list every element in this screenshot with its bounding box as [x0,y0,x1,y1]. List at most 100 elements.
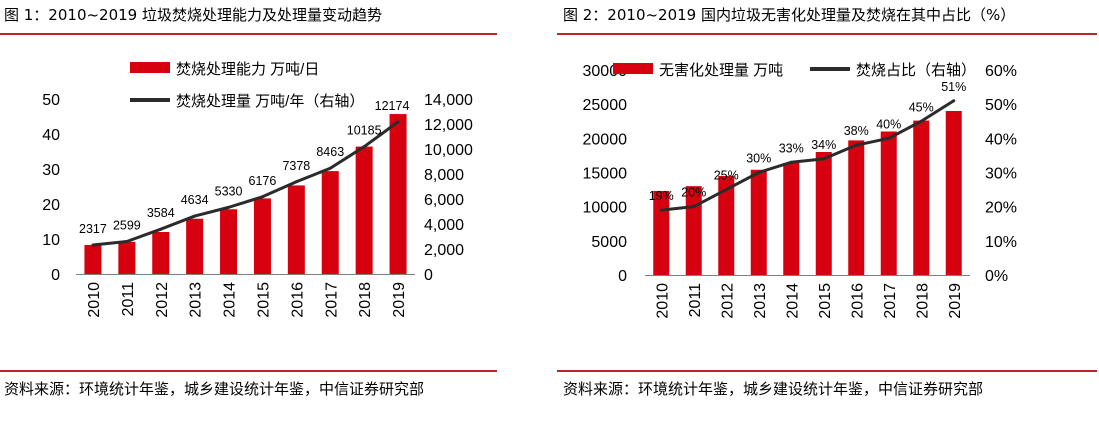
left-axis-tick-label: 25000 [583,97,628,114]
line-point [854,143,858,147]
line-point [193,214,197,218]
line-series-焚烧处理量 [92,120,399,247]
left-axis-tick-label: 0 [51,267,60,284]
bar [945,111,962,275]
left-axis-tick-label: 10 [42,232,60,249]
left-axis-tick-label: 40 [42,127,60,144]
bar [253,198,271,274]
x-axis-tick-label: 2013 [752,283,769,319]
data-label: 40% [876,117,901,131]
figure-2-title: 图 2：2010~2019 国内垃圾无害化处理量及焚烧在其中占比（%） [563,6,1016,24]
x-axis-tick-label: 2010 [86,282,103,318]
data-label: 45% [909,100,934,114]
data-label: 3584 [147,206,175,220]
data-label: 12174 [375,99,410,113]
data-label: 34% [811,138,836,152]
line-point [789,160,793,164]
bar [186,218,204,274]
x-axis-tick-label: 2017 [882,283,899,319]
figure-2-chart: 0500010000150002000025000300000%10%20%30… [583,62,1018,319]
x-axis-tick-label: 2011 [120,282,137,317]
legend-label: 焚烧处理量 万吨/年（右轴） [176,93,364,110]
bar [783,162,800,275]
data-label: 20% [681,186,706,200]
bar [220,209,238,274]
bar [84,244,102,274]
line-point [294,180,298,184]
x-axis-tick-label: 2015 [255,282,272,318]
bar [718,175,735,275]
data-label: 6176 [249,174,277,188]
line-point [260,195,264,199]
data-label: 8463 [316,145,344,159]
bar [355,146,373,274]
data-label: 25% [714,169,739,183]
x-axis-tick-label: 2012 [154,282,171,318]
right-axis-tick-label: 6,000 [424,192,464,209]
line-point [919,119,923,123]
right-axis-tick-label: 10,000 [424,142,473,159]
x-axis-tick-label: 2018 [914,283,931,319]
bar [750,169,767,275]
line-point [396,120,400,124]
left-axis-tick-label: 50 [42,92,60,109]
data-label: 2599 [113,219,141,233]
right-axis-tick-label: 0 [424,267,433,284]
data-label: 10185 [347,124,382,138]
line-point [362,145,366,149]
right-axis-tick-label: 2,000 [424,242,464,259]
right-axis-tick-label: 10% [985,234,1017,251]
figure-1-title-rule [0,33,497,35]
x-axis-tick-label: 2014 [784,283,801,319]
data-label: 51% [941,80,966,94]
legend-label: 无害化处理量 万吨 [659,62,783,79]
x-axis-tick-label: 2018 [357,282,374,318]
line-point [822,157,826,161]
x-axis-tick-label: 2010 [654,283,671,319]
figure-1-chart: 0 10 20 30 40 50 0 2,000 4,000 6,000 8,000 10,000 12… [42,61,473,318]
line-point [887,136,891,140]
data-label: 5330 [215,184,243,198]
data-label: 30% [746,152,771,166]
left-axis-tick-label: 10000 [583,200,628,217]
line-point [125,240,129,244]
x-axis-tick-label: 2019 [391,282,408,318]
legend-swatch-bar [613,63,653,74]
data-label: 38% [844,124,869,138]
figure-1-title: 图 1：2010~2019 垃圾焚烧处理能力及处理量变动趋势 [4,6,382,24]
bar [848,140,865,275]
line-point [757,171,761,174]
x-axis-tick-label: 2016 [849,283,866,319]
bar [118,241,136,274]
data-label: 33% [779,141,804,155]
x-axis-tick-label: 2017 [323,282,340,318]
line-point [159,227,163,231]
right-axis-tick-label: 20% [985,200,1017,217]
line-point [952,99,956,103]
bar [913,120,930,275]
left-axis-tick-label: 20000 [583,131,628,148]
data-label: 2317 [79,222,107,236]
line-point [692,205,696,209]
right-axis-tick-label: 40% [985,131,1017,148]
right-axis-tick-label: 14,000 [424,92,473,109]
bar [287,185,305,274]
left-axis-tick-label: 0 [618,268,627,285]
bar [815,152,832,275]
legend-label: 焚烧处理能力 万吨/日 [176,61,319,78]
line-point [659,208,663,212]
bar [321,171,339,274]
figure-1-source: 资料来源：环境统计年鉴，城乡建设统计年鉴，中信证券研究部 [4,380,425,398]
x-axis-tick-label: 2016 [289,282,306,318]
x-axis-tick-label: 2011 [687,283,704,318]
x-axis-tick-label: 2014 [222,282,239,318]
legend-label: 焚烧占比（右轴） [856,62,976,79]
figure-2-title-rule [557,33,1097,35]
line-series-焚烧占比（右轴） [661,99,955,212]
x-axis-tick-label: 2013 [188,282,205,318]
bar [653,190,670,275]
left-axis-tick-label: 20 [42,197,60,214]
x-axis-tick-label: 2015 [817,283,834,319]
bar [389,114,407,274]
right-axis-tick-label: 60% [985,63,1017,80]
